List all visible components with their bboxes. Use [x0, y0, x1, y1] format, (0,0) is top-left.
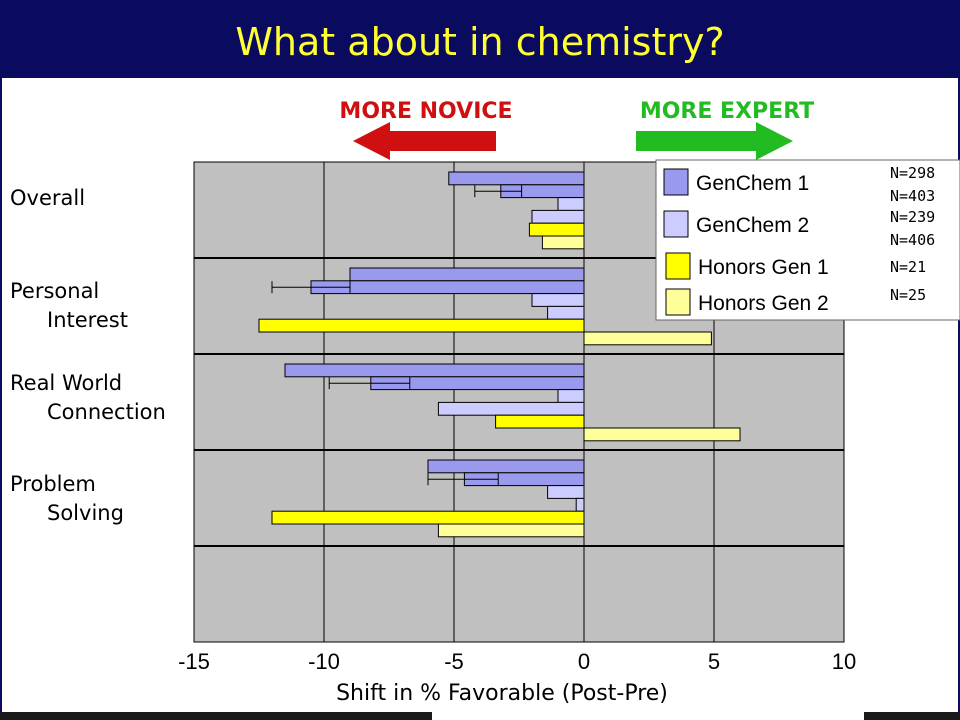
bar: [437, 523, 585, 538]
x-tick-label: -15: [178, 649, 210, 674]
category-labels: Overall Personal Interest Real World Connect…: [10, 186, 166, 525]
bar: [271, 510, 585, 525]
legend-swatch: [665, 288, 691, 316]
legend-label: GenChem 1: [696, 172, 809, 195]
x-tick-labels: -15 -10 -5 0 5 10: [178, 649, 856, 674]
x-tick-label: -10: [308, 649, 340, 674]
bar: [437, 401, 585, 416]
bar: [448, 171, 585, 186]
bar: [575, 497, 585, 512]
sample-size-label: N=239: [890, 208, 935, 226]
legend: GenChem 1 GenChem 2 Honors Gen 1 Honors Gen…: [655, 159, 960, 321]
left-arrow-icon: [353, 122, 496, 160]
bar: [284, 363, 585, 378]
legend-label: Honors Gen 2: [698, 292, 829, 315]
bar: [258, 318, 585, 333]
bar: [531, 293, 585, 307]
category-label: Personal: [10, 279, 99, 303]
x-axis-title: Shift in % Favorable (Post-Pre): [336, 681, 668, 706]
bar: [495, 414, 585, 429]
category-label: Interest: [47, 308, 128, 332]
sample-size-label: N=403: [890, 187, 935, 205]
right-arrow-icon: [636, 122, 793, 160]
bar: [310, 280, 585, 295]
more-expert-indicator: MORE EXPERT: [636, 99, 814, 160]
category-label: Overall: [10, 186, 85, 210]
category-label: Solving: [47, 501, 124, 525]
bar: [531, 209, 585, 224]
bottom-strip: [0, 712, 960, 720]
sample-size-label: N=25: [890, 286, 926, 304]
bar: [583, 427, 741, 442]
legend-swatch: [663, 168, 689, 196]
bar: [528, 222, 585, 237]
sample-size-label: N=21: [890, 258, 926, 276]
error-bars: [271, 185, 523, 486]
legend-swatch: [663, 210, 689, 238]
x-tick-label: 10: [832, 649, 856, 674]
bar: [557, 197, 585, 211]
legend-box: [655, 159, 960, 321]
slide-title: What about in chemistry?: [235, 20, 725, 64]
legend-label: GenChem 2: [696, 214, 809, 237]
x-tick-label: 0: [578, 649, 590, 674]
x-tick-label: 5: [708, 649, 720, 674]
sample-size-label: N=298: [890, 164, 935, 182]
legend-swatch: [665, 252, 691, 280]
category-label: Real World: [10, 371, 122, 395]
more-expert-label: MORE EXPERT: [640, 99, 814, 124]
bar: [557, 389, 585, 403]
sample-size-label: N=406: [890, 231, 935, 249]
bars: [258, 171, 741, 538]
bar: [541, 235, 585, 250]
bar: [547, 485, 585, 499]
more-novice-indicator: MORE NOVICE: [339, 99, 513, 160]
bar: [547, 305, 585, 320]
category-label: Problem: [10, 472, 96, 496]
legend-label: Honors Gen 1: [698, 256, 829, 279]
category-label: Connection: [47, 400, 166, 424]
bottom-strip-gap: [432, 712, 864, 720]
x-tick-label: -5: [444, 649, 464, 674]
more-novice-label: MORE NOVICE: [339, 99, 512, 124]
bar: [583, 331, 712, 346]
bar: [349, 267, 585, 282]
bar: [427, 459, 585, 474]
